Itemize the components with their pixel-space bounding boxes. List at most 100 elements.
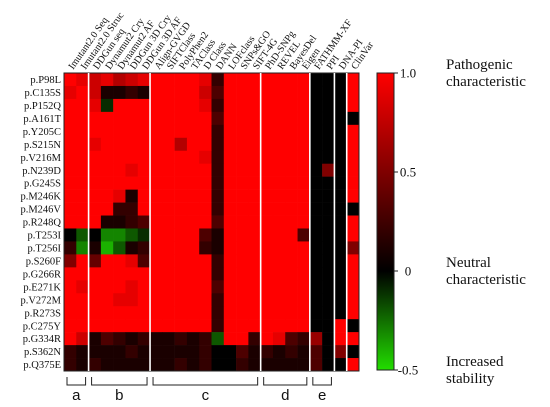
heatmap-cell (162, 306, 175, 320)
heatmap-cell (113, 345, 126, 359)
heatmap-cell (100, 254, 114, 268)
heatmap-cell (125, 332, 139, 346)
heatmap-cell (285, 124, 298, 139)
colorbar-label-line2: characteristic (446, 272, 526, 288)
heatmap-cell (236, 267, 249, 281)
heatmap-cell (137, 293, 151, 307)
heatmap-cell (334, 345, 348, 359)
heatmap-cell (186, 98, 200, 113)
heatmap-cell (100, 306, 114, 320)
heatmap-cell (322, 111, 335, 126)
heatmap-cell (174, 85, 188, 100)
heatmap-cell (346, 163, 360, 177)
heatmap-cell (150, 124, 163, 139)
heatmap-cell (260, 332, 274, 346)
heatmap-cell (88, 189, 102, 203)
heatmap-cell (100, 124, 114, 139)
heatmap-cell (174, 241, 188, 255)
heatmap-cell (137, 345, 151, 359)
heatmap-cell (113, 98, 126, 113)
heatmap-cell (137, 163, 151, 177)
heatmap-cell (322, 189, 335, 203)
heatmap-cell (334, 306, 348, 320)
heatmap-cell (64, 150, 77, 164)
heatmap-cell (223, 163, 237, 177)
heatmap-cell (211, 358, 225, 372)
heatmap-cell (76, 98, 89, 113)
heatmap-cell (309, 241, 323, 255)
heatmap-cell (64, 215, 77, 229)
heatmap-cell (88, 241, 102, 255)
heatmap-cell (174, 254, 188, 268)
heatmap-cell (64, 137, 77, 152)
heatmap-cell (248, 254, 261, 268)
heatmap-cell (76, 124, 89, 139)
heatmap-cell (88, 85, 102, 100)
heatmap-cell (137, 215, 151, 229)
heatmap-cell (199, 267, 212, 281)
heatmap-cell (248, 280, 261, 294)
heatmap-cell (64, 254, 77, 268)
row-label: p.A161T (23, 114, 61, 125)
heatmap-cell (334, 73, 348, 87)
heatmap-cell (64, 267, 77, 281)
heatmap-cell (309, 85, 323, 100)
heatmap-cell (272, 241, 286, 255)
heatmap-cell (174, 345, 188, 359)
heatmap-cell (260, 124, 274, 139)
heatmap-cell (100, 176, 114, 190)
heatmap-cell (248, 319, 261, 333)
heatmap-cell (137, 332, 151, 346)
heatmap-cell (174, 280, 188, 294)
heatmap-cell (223, 98, 237, 113)
heatmap-cell (150, 293, 163, 307)
heatmap-cell (346, 267, 360, 281)
heatmap-cell (199, 293, 212, 307)
row-label: p.Q375E (23, 360, 61, 371)
heatmap-cell (137, 358, 151, 372)
heatmap-cell (88, 150, 102, 164)
heatmap-cell (309, 124, 323, 139)
heatmap-cell (211, 85, 225, 100)
heatmap-cell (100, 111, 114, 126)
heatmap-cell (76, 306, 89, 320)
heatmap-cell (186, 150, 200, 164)
row-label: p.E271K (23, 282, 61, 293)
group-bracket (91, 377, 148, 386)
heatmap-cell (346, 280, 360, 294)
heatmap-cell (76, 73, 89, 87)
group-bracket (66, 377, 87, 386)
heatmap-cell (174, 176, 188, 190)
heatmap-cell (174, 189, 188, 203)
heatmap-cell (346, 254, 360, 268)
heatmap-cell (236, 228, 249, 242)
heatmap-cell (248, 73, 261, 87)
heatmap-cell (297, 267, 311, 281)
heatmap-cell (186, 267, 200, 281)
heatmap-cell (125, 241, 139, 255)
heatmap-cell (248, 228, 261, 242)
heatmap-cell (113, 163, 126, 177)
heatmap-cell (309, 215, 323, 229)
heatmap-cell (150, 202, 163, 216)
heatmap-cell (285, 228, 298, 242)
heatmap-cell (334, 332, 348, 346)
heatmap-cell (150, 345, 163, 359)
heatmap-cell (260, 319, 274, 333)
heatmap-cell (272, 73, 286, 87)
heatmap-cell (100, 215, 114, 229)
heatmap-cell (272, 319, 286, 333)
group-separators (87, 73, 348, 371)
heatmap-cell (211, 98, 225, 113)
heatmap-cell (334, 189, 348, 203)
heatmap-cell (186, 111, 200, 126)
heatmap-cell (125, 111, 139, 126)
heatmap-cell (236, 98, 249, 113)
heatmap-cell (174, 111, 188, 126)
heatmap-cell (248, 267, 261, 281)
heatmap-cell (346, 124, 360, 139)
heatmap-cell (309, 189, 323, 203)
heatmap-cell (125, 202, 139, 216)
heatmap-cell (272, 332, 286, 346)
heatmap-cell (211, 215, 225, 229)
